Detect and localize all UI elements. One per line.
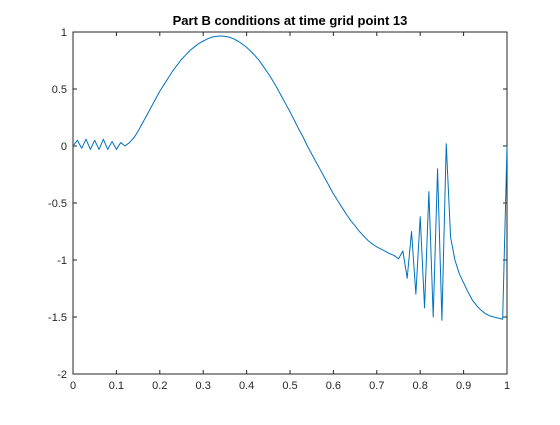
- x-tick-label: 0.5: [282, 380, 297, 392]
- y-tick-label: -1: [57, 255, 67, 267]
- y-tick-label: 0: [61, 141, 67, 153]
- x-tick-label: 0.1: [109, 380, 124, 392]
- y-tick-label: 0.5: [52, 84, 67, 96]
- x-tick-label: 0.8: [413, 380, 428, 392]
- x-tick-label: 0.6: [326, 380, 341, 392]
- y-tick-label: 1: [61, 27, 67, 39]
- y-tick-label: -1.5: [48, 312, 67, 324]
- y-tick-label: -0.5: [48, 198, 67, 210]
- chart-title: Part B conditions at time grid point 13: [173, 13, 408, 28]
- x-tick-label: 0: [70, 380, 76, 392]
- x-tick-label: 0.3: [196, 380, 211, 392]
- axes: [73, 32, 507, 374]
- x-tick-label: 0.4: [239, 380, 254, 392]
- x-tick-label: 0.7: [369, 380, 384, 392]
- x-tick-label: 0.2: [152, 380, 167, 392]
- x-tick-label: 0.9: [456, 380, 471, 392]
- x-tick-label: 1: [504, 380, 510, 392]
- y-tick-label: -2: [57, 369, 67, 381]
- plot-box: [73, 32, 507, 374]
